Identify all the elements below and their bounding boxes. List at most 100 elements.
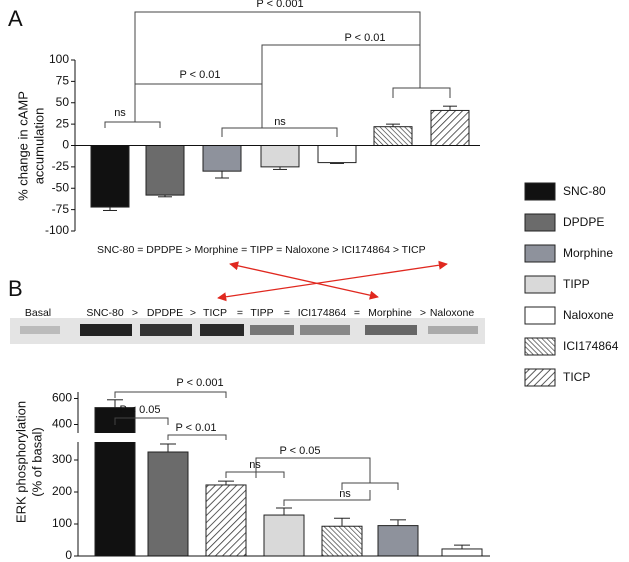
y-tick-label: 75 [56,74,70,88]
axis-break [75,433,140,442]
error-bar [454,544,470,549]
bracket [221,127,338,137]
y-tick-label: 0 [62,138,69,152]
blot-label: > [190,307,196,319]
bracket [134,83,262,122]
bar [430,109,470,146]
legend-swatch [524,182,556,201]
blot-label: = [237,307,243,319]
annotation: P < 0.05 [279,445,320,457]
error-bar [160,443,176,452]
y-tick-label: -50 [52,180,70,194]
y-tick-label: 100 [49,52,69,66]
y-axis-label: accumulation [31,108,46,185]
bar [373,126,413,147]
error-bar [334,517,350,527]
annotation: P < 0.01 [179,69,220,81]
blot-label: = [354,307,360,319]
legend-swatch [524,275,556,294]
y-tick-label: 300 [52,452,72,466]
error-bar [273,166,287,170]
rank-order: SNC-80 = DPDPE > Morphine = TIPP = Nalox… [97,244,426,256]
blot-label: TIPP [250,307,273,319]
bar [260,145,300,168]
bar [147,451,189,557]
legend-swatch [524,244,556,263]
y-axis-label: ERK phosphorylation [13,401,28,523]
blot-label: > [132,307,138,319]
bracket [225,471,285,478]
legend-label: SNC-80 [563,184,606,198]
blot-label: Basal [25,307,51,319]
annotation: ns [249,459,261,471]
bar [441,548,483,557]
bracket [114,417,169,425]
error-bar [390,519,406,526]
panel-label: A [8,6,23,31]
legend-label: Morphine [563,246,613,260]
y-tick-label: 25 [56,116,70,130]
error-bar [218,480,234,485]
y-tick-label: 100 [52,516,72,530]
blot-label: Naloxone [430,307,475,319]
error-bar [386,123,400,127]
blot-label: TICP [203,307,227,319]
annotation: P < 0.001 [176,377,223,389]
y-tick-label: -100 [45,223,69,237]
y-tick-label: 400 [52,417,72,431]
y-tick-label: 0 [65,548,72,562]
y-tick-label: 200 [52,484,72,498]
y-axis-label: (% of basal) [29,427,44,496]
annotation: P < 0.01 [175,422,216,434]
blot [10,318,485,344]
error-bar [443,105,457,111]
bracket [134,11,421,84]
error-bar [276,507,292,516]
bar [263,514,305,557]
y-tick-label: 50 [56,95,70,109]
blot-label: DPDPE [147,307,183,319]
y-tick-label: -75 [52,202,70,216]
bar [94,407,136,557]
bracket [104,121,161,128]
legend-swatch [524,368,556,387]
legend-swatch [524,337,556,356]
error-bar [330,162,344,164]
y-axis-label: % change in cAMP [15,91,30,201]
legend-swatch [524,306,556,325]
legend-label: TICP [563,370,590,384]
error-bar [158,195,172,198]
bracket [114,391,227,398]
error-bar [215,171,229,179]
bar [90,145,130,208]
bracket [261,44,421,128]
legend-label: Naloxone [563,308,614,322]
blot-label: > [420,307,426,319]
blot-label: ICI174864 [298,307,347,319]
error-bar [103,207,117,211]
bar [145,145,185,196]
bar [317,145,357,164]
annotation: ns [114,107,126,119]
bar [202,145,242,172]
annotation: ns [274,116,286,128]
error-bar [107,399,123,408]
annotation: ns [339,488,351,500]
y-tick-label: 600 [52,391,72,405]
legend-label: TIPP [563,277,590,291]
legend-label: ICI174864 [563,339,619,353]
bar [377,525,419,557]
legend-swatch [524,213,556,232]
bracket [255,457,371,483]
panel-label: B [8,276,23,301]
annotation: P < 0.001 [256,0,303,10]
bracket [167,434,227,440]
blot-label: = [284,307,290,319]
blot-label: SNC-80 [86,307,124,319]
annotation: P < 0.05 [119,404,160,416]
annotation: P < 0.01 [344,32,385,44]
bracket [341,482,399,490]
blot-label: Morphine [368,307,412,319]
bracket [283,490,371,506]
